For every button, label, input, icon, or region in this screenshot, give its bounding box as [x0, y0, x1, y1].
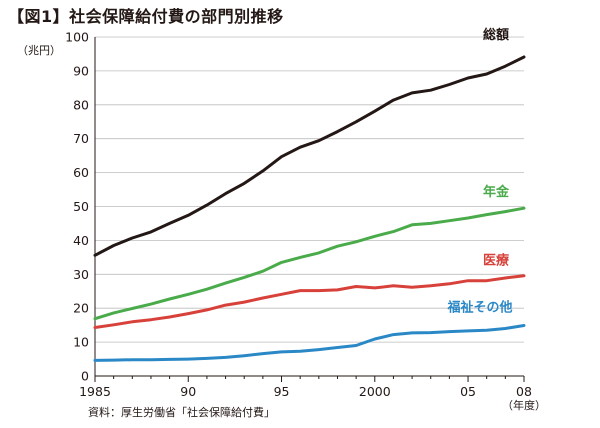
- y-tick-label: 80: [73, 97, 89, 112]
- x-tick-label: 08: [516, 384, 532, 399]
- series-line: [93, 324, 526, 362]
- series-label: 総額: [483, 27, 509, 43]
- y-tick-label: 70: [73, 131, 89, 146]
- series-label: 医療: [483, 253, 510, 269]
- y-tick-label: 30: [73, 267, 89, 282]
- y-tick-label: 0: [81, 369, 89, 384]
- grid-lines: [95, 36, 524, 343]
- series-line: [93, 55, 526, 257]
- x-tick-label: 2000: [359, 384, 391, 399]
- tick-labels: 0 10 20 30 40 50 60 70 80 90 100 1985 90 95 2000 05 08: [65, 30, 532, 400]
- y-tick-label: 20: [73, 301, 89, 316]
- x-tick-label: 1985: [79, 384, 111, 399]
- series-lines: [93, 55, 526, 362]
- series-line: [93, 206, 526, 321]
- series-label: 福祉その他: [446, 299, 512, 315]
- x-tick-label: 90: [180, 384, 196, 399]
- y-tick-label: 60: [73, 165, 89, 180]
- y-tick-label: 90: [73, 63, 89, 78]
- chart-source-note: 資料：厚生労働省「社会保障給付費」: [88, 406, 275, 419]
- y-tick-label: 50: [73, 199, 89, 214]
- x-tick-label: 05: [460, 384, 476, 399]
- series-line: [93, 274, 526, 329]
- chart-title: 【図1】社会保障給付費の部門別推移: [8, 7, 284, 26]
- x-axis-unit-label: （年度）: [502, 398, 546, 412]
- x-tick-label: 95: [274, 384, 290, 399]
- y-axis-unit-label: （兆円）: [17, 44, 61, 57]
- y-tick-label: 10: [73, 335, 89, 350]
- y-tick-label: 40: [73, 233, 89, 248]
- series-label: 年金: [483, 184, 510, 200]
- y-tick-label: 100: [65, 30, 89, 45]
